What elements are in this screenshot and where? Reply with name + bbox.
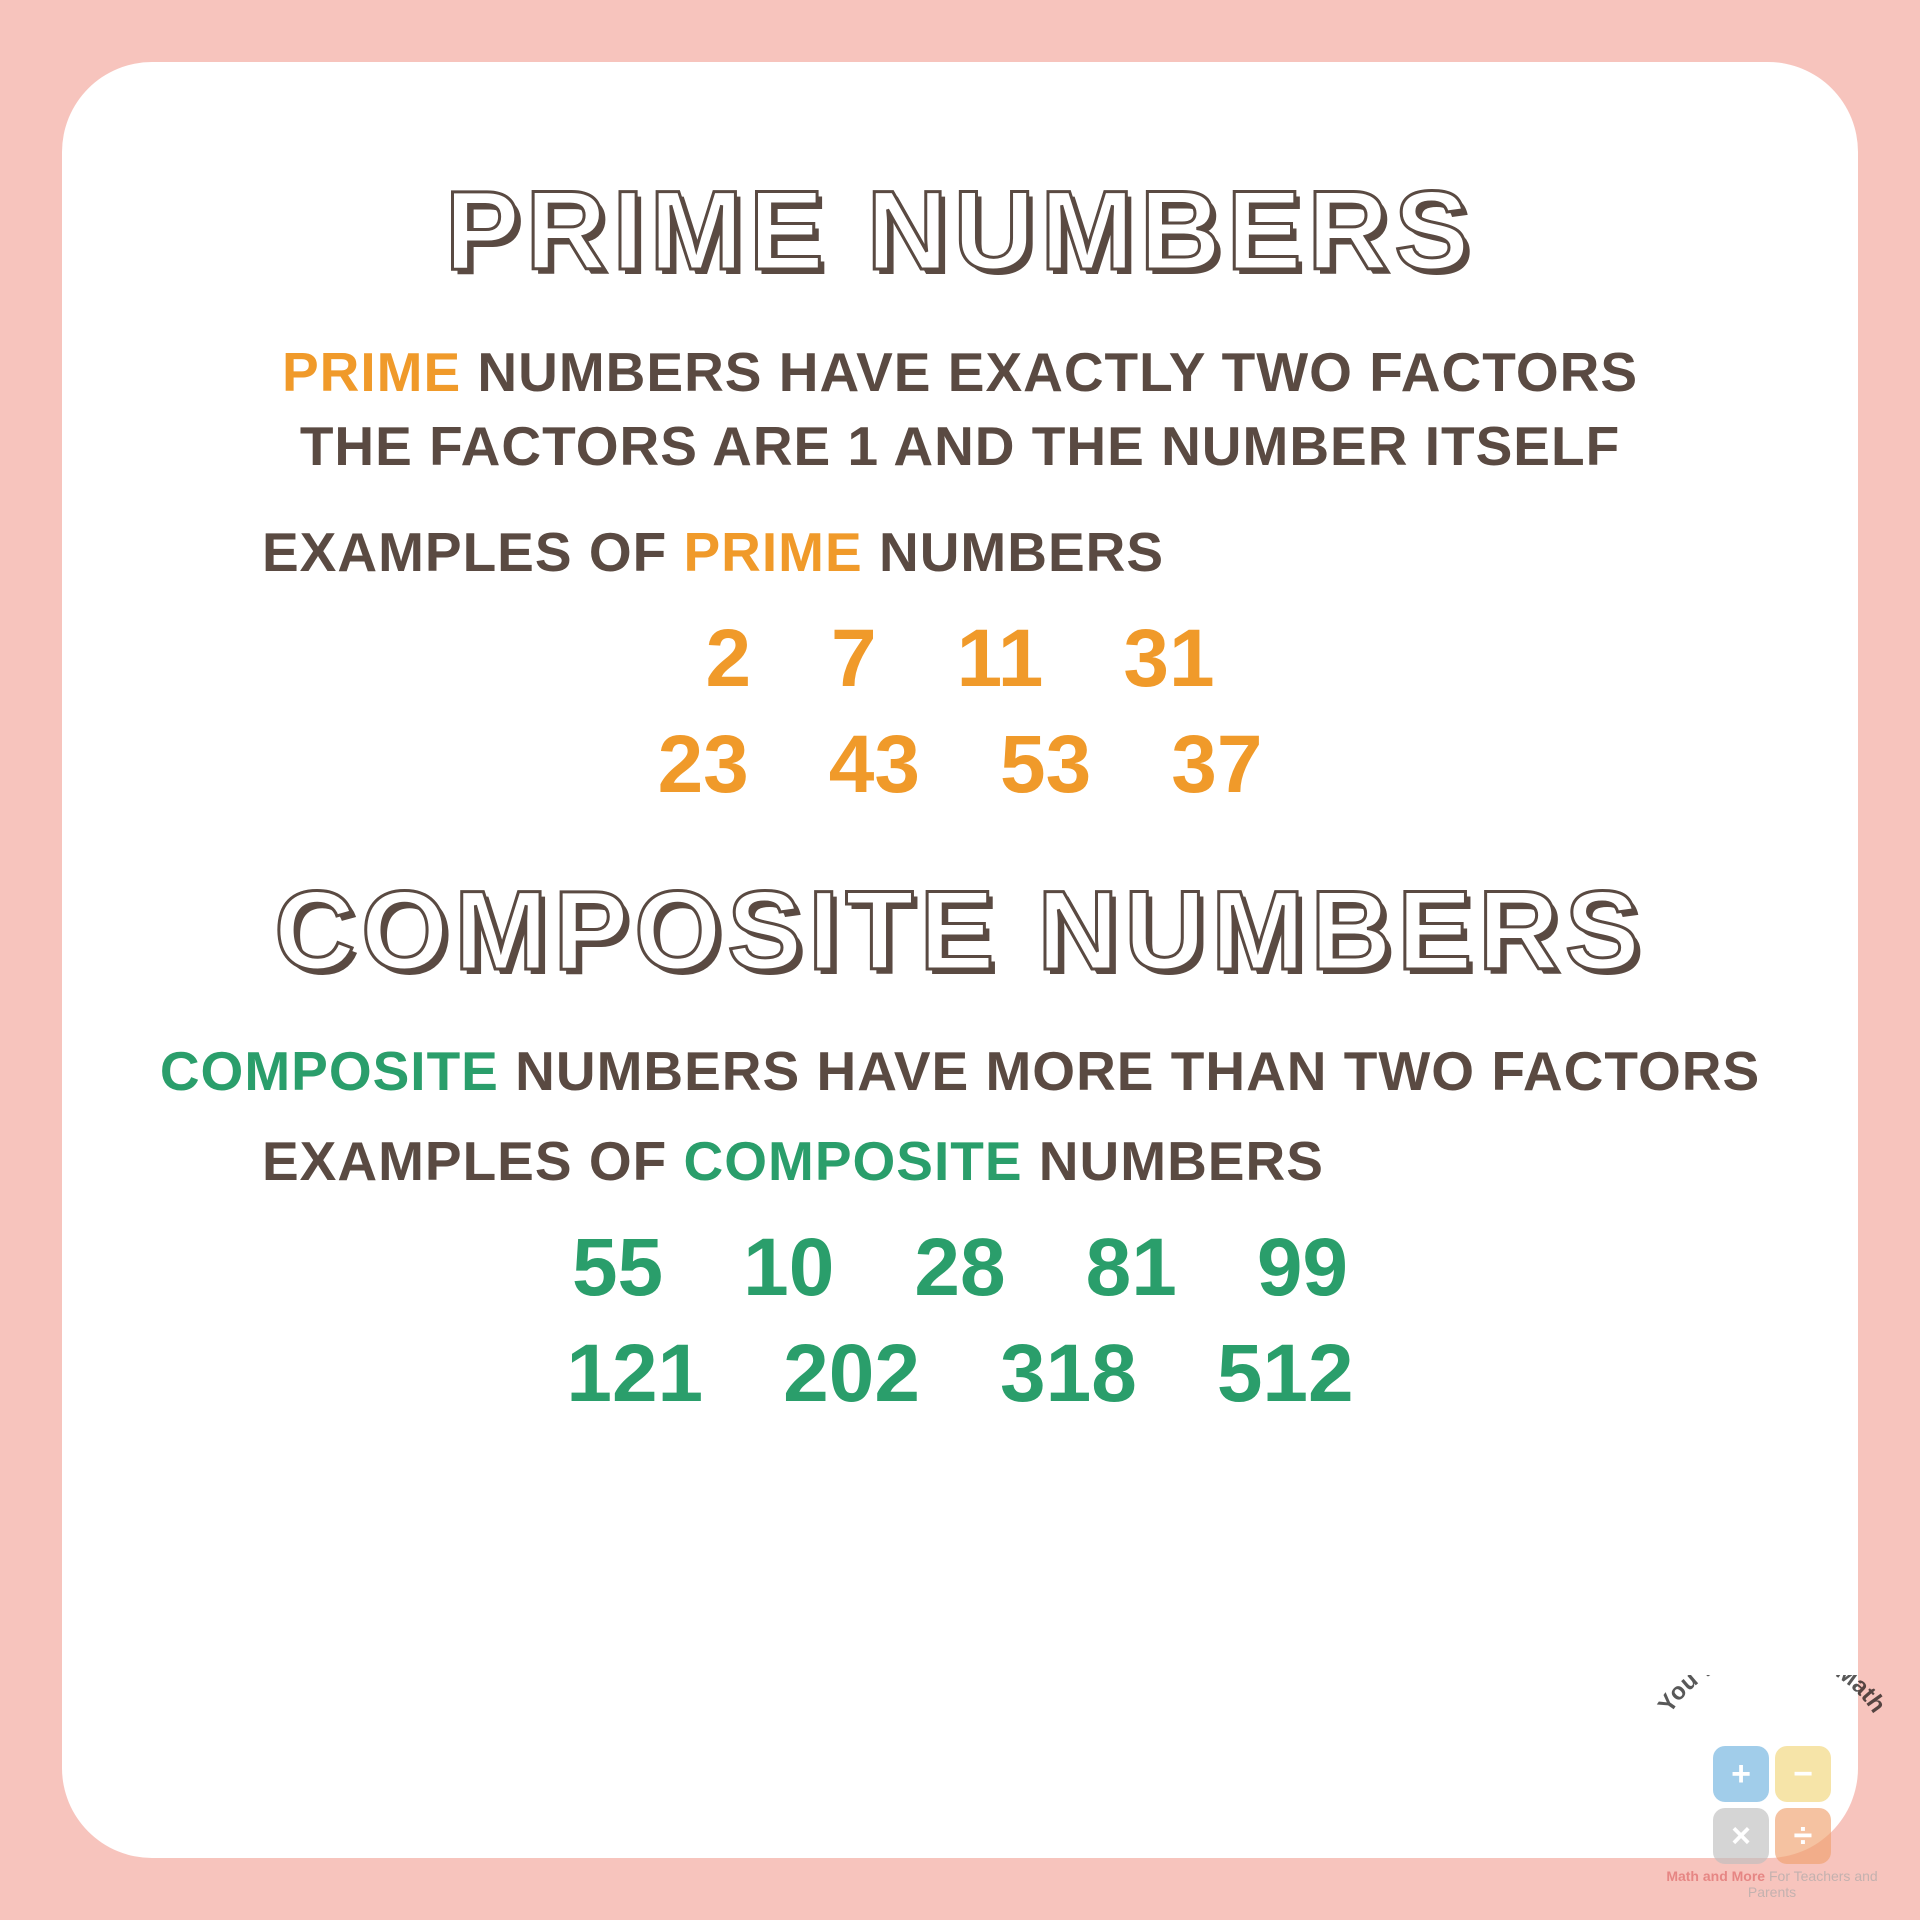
prime-keyword: PRIME <box>282 341 461 403</box>
divide-icon: ÷ <box>1775 1808 1831 1864</box>
composite-number: 81 <box>1086 1221 1177 1315</box>
composite-ex-a: EXAMPLES OF <box>262 1130 684 1192</box>
brand-logo: You've Got This Math + − × ÷ Math and Mo… <box>1642 1675 1902 1900</box>
operator-grid: + − × ÷ <box>1713 1746 1831 1864</box>
composite-number: 318 <box>1000 1327 1137 1421</box>
prime-numbers-row-1: 2 7 11 31 <box>132 612 1788 706</box>
prime-examples-label: EXAMPLES OF PRIME NUMBERS <box>132 520 1788 584</box>
composite-keyword: COMPOSITE <box>160 1040 499 1102</box>
times-icon: × <box>1713 1808 1769 1864</box>
prime-ex-keyword: PRIME <box>684 521 863 583</box>
prime-number: 37 <box>1171 718 1262 812</box>
composite-number: 10 <box>743 1221 834 1315</box>
composite-number: 512 <box>1217 1327 1354 1421</box>
composite-number: 28 <box>914 1221 1005 1315</box>
minus-icon: − <box>1775 1746 1831 1802</box>
prime-number: 53 <box>1000 718 1091 812</box>
brand-arc-text: You've Got This Math <box>1642 1675 1902 1735</box>
composite-number: 99 <box>1257 1221 1348 1315</box>
composite-ex-keyword: COMPOSITE <box>684 1130 1023 1192</box>
brand-name: You've Got This Math <box>1653 1675 1891 1718</box>
composite-def-text: NUMBERS HAVE MORE THAN TWO FACTORS <box>499 1040 1760 1102</box>
plus-icon: + <box>1713 1746 1769 1802</box>
composite-ex-c: NUMBERS <box>1023 1130 1324 1192</box>
composite-heading: COMPOSITE NUMBERS <box>132 872 1788 990</box>
prime-number: 43 <box>829 718 920 812</box>
prime-definition-line-1: PRIME NUMBERS HAVE EXACTLY TWO FACTORS <box>132 340 1788 404</box>
composite-numbers-row-2: 121 202 318 512 <box>132 1327 1788 1421</box>
prime-number: 11 <box>957 612 1044 706</box>
prime-ex-c: NUMBERS <box>863 521 1164 583</box>
prime-def-text: NUMBERS HAVE EXACTLY TWO FACTORS <box>461 341 1638 403</box>
infographic-card: PRIME NUMBERS PRIME NUMBERS HAVE EXACTLY… <box>62 62 1858 1858</box>
prime-definition-line-2: THE FACTORS ARE 1 AND THE NUMBER ITSELF <box>132 414 1788 478</box>
prime-ex-a: EXAMPLES OF <box>262 521 684 583</box>
prime-number: 31 <box>1123 612 1214 706</box>
composite-number: 121 <box>566 1327 703 1421</box>
prime-number: 7 <box>831 612 877 706</box>
composite-definition-line: COMPOSITE NUMBERS HAVE MORE THAN TWO FAC… <box>132 1039 1788 1103</box>
composite-number: 202 <box>783 1327 920 1421</box>
svg-text:You've Got This Math: You've Got This Math <box>1653 1675 1891 1718</box>
prime-number: 23 <box>658 718 749 812</box>
tagline-a: Math and More <box>1666 1868 1765 1884</box>
composite-number: 55 <box>572 1221 663 1315</box>
tagline-b: For Teachers and Parents <box>1748 1868 1878 1900</box>
prime-number: 2 <box>705 612 751 706</box>
brand-tagline: Math and More For Teachers and Parents <box>1642 1868 1902 1900</box>
prime-numbers-row-2: 23 43 53 37 <box>132 718 1788 812</box>
composite-examples-label: EXAMPLES OF COMPOSITE NUMBERS <box>132 1129 1788 1193</box>
composite-numbers-row-1: 55 10 28 81 99 <box>132 1221 1788 1315</box>
prime-heading: PRIME NUMBERS <box>132 172 1788 290</box>
